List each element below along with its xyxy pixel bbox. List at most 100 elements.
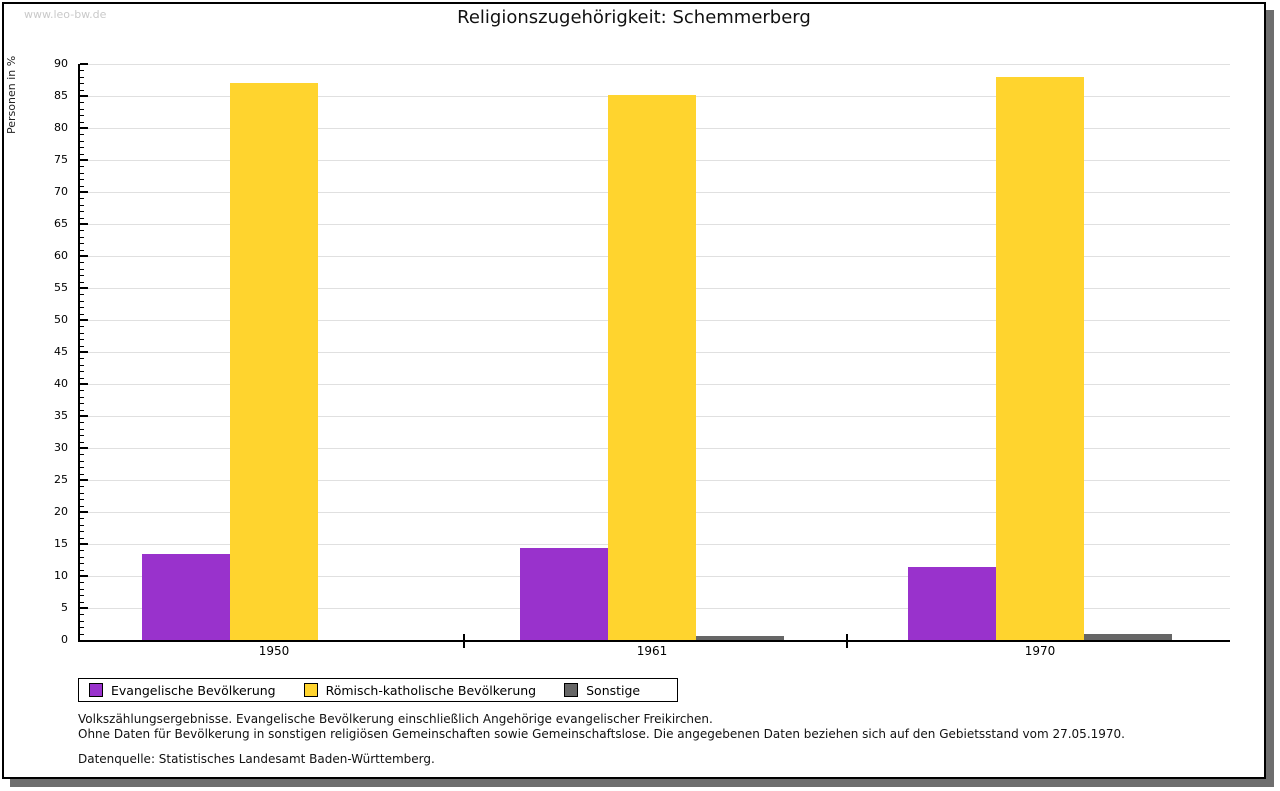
x-category-label: 1970 [1024, 644, 1056, 658]
y-major-tick [80, 415, 88, 417]
y-major-tick [80, 191, 88, 193]
bar-1970-evangelisch [908, 567, 996, 640]
y-minor-tick [80, 634, 84, 635]
y-tick-label: 50 [54, 313, 68, 326]
y-tick-label: 25 [54, 473, 68, 486]
y-minor-tick [80, 218, 84, 219]
y-major-tick [80, 479, 88, 481]
y-major-tick [80, 159, 88, 161]
y-minor-tick [80, 141, 84, 142]
y-major-tick [80, 223, 88, 225]
y-minor-tick [80, 461, 84, 462]
y-minor-tick [80, 365, 84, 366]
y-minor-tick [80, 506, 84, 507]
y-axis-label: Personen in % [5, 56, 18, 135]
y-minor-tick [80, 314, 84, 315]
y-major-tick [80, 511, 88, 513]
y-minor-tick [80, 77, 84, 78]
y-tick-label: 30 [54, 441, 68, 454]
y-minor-tick [80, 205, 84, 206]
y-tick-label: 35 [54, 409, 68, 422]
y-tick-label: 20 [54, 505, 68, 518]
y-minor-tick [80, 70, 84, 71]
bar-1961-evangelisch [520, 548, 608, 640]
y-minor-tick [80, 198, 84, 199]
y-major-tick [80, 351, 88, 353]
y-minor-tick [80, 442, 84, 443]
y-minor-tick [80, 493, 84, 494]
y-minor-tick [80, 531, 84, 532]
legend-swatch [89, 683, 103, 697]
watermark: www.leo-bw.de [24, 8, 107, 21]
y-minor-tick [80, 115, 84, 116]
legend-item: Sonstige [564, 683, 640, 698]
y-minor-tick [80, 230, 84, 231]
y-tick-label: 15 [54, 537, 68, 550]
y-minor-tick [80, 589, 84, 590]
y-minor-tick [80, 602, 84, 603]
bar-1950-katholisch [230, 83, 318, 640]
y-minor-tick [80, 109, 84, 110]
y-minor-tick [80, 243, 84, 244]
y-minor-tick [80, 486, 84, 487]
y-minor-tick [80, 269, 84, 270]
chart-frame: www.leo-bw.de Religionszugehörigkeit: Sc… [2, 2, 1266, 779]
source-note: Datenquelle: Statistisches Landesamt Bad… [78, 752, 435, 766]
y-minor-tick [80, 294, 84, 295]
y-tick-label: 80 [54, 121, 68, 134]
y-tick-label: 60 [54, 249, 68, 262]
y-tick-label: 55 [54, 281, 68, 294]
y-minor-tick [80, 557, 84, 558]
y-minor-tick [80, 499, 84, 500]
y-minor-tick [80, 166, 84, 167]
y-minor-tick [80, 435, 84, 436]
y-minor-tick [80, 550, 84, 551]
y-minor-tick [80, 595, 84, 596]
y-minor-tick [80, 179, 84, 180]
y-minor-tick [80, 390, 84, 391]
y-tick-label: 40 [54, 377, 68, 390]
y-tick-label: 10 [54, 569, 68, 582]
y-tick-label: 5 [61, 601, 68, 614]
plot-area: 1950 1961 1970 [78, 63, 1230, 658]
x-boundary-tick [463, 634, 465, 648]
y-minor-tick [80, 582, 84, 583]
y-minor-tick [80, 570, 84, 571]
y-minor-tick [80, 333, 84, 334]
y-minor-tick [80, 122, 84, 123]
y-minor-tick [80, 83, 84, 84]
y-minor-tick [80, 518, 84, 519]
y-minor-tick [80, 301, 84, 302]
footnotes: Volkszählungsergebnisse. Evangelische Be… [78, 712, 1218, 767]
y-tick-label: 90 [54, 57, 68, 70]
bar-1970-sonstige [1084, 634, 1172, 640]
y-major-tick [80, 543, 88, 545]
y-minor-tick [80, 90, 84, 91]
bar-1970-katholisch [996, 77, 1084, 640]
y-minor-tick [80, 614, 84, 615]
footnote-line-2: Ohne Daten für Bevölkerung in sonstigen … [78, 727, 1125, 741]
footnote-line-1: Volkszählungsergebnisse. Evangelische Be… [78, 712, 713, 726]
y-minor-tick [80, 525, 84, 526]
y-minor-tick [80, 154, 84, 155]
y-minor-tick [80, 358, 84, 359]
x-category-label: 1950 [258, 644, 290, 658]
y-minor-tick [80, 211, 84, 212]
y-major-tick [80, 607, 88, 609]
y-minor-tick [80, 474, 84, 475]
legend-swatch [564, 683, 579, 697]
y-minor-tick [80, 282, 84, 283]
y-major-tick [80, 63, 88, 65]
legend-item: Evangelische Bevölkerung [89, 683, 276, 698]
bar-1961-katholisch [608, 95, 696, 640]
y-tick-label: 45 [54, 345, 68, 358]
legend-label: Sonstige [586, 682, 641, 698]
legend-swatch [303, 683, 318, 697]
y-major-tick [80, 255, 88, 257]
bar-1950-evangelisch [142, 554, 230, 640]
y-minor-tick [80, 339, 84, 340]
y-minor-tick [80, 429, 84, 430]
y-major-tick [80, 383, 88, 385]
y-major-tick [80, 95, 88, 97]
legend-label: Römisch-katholische Bevölkerung [325, 682, 537, 698]
